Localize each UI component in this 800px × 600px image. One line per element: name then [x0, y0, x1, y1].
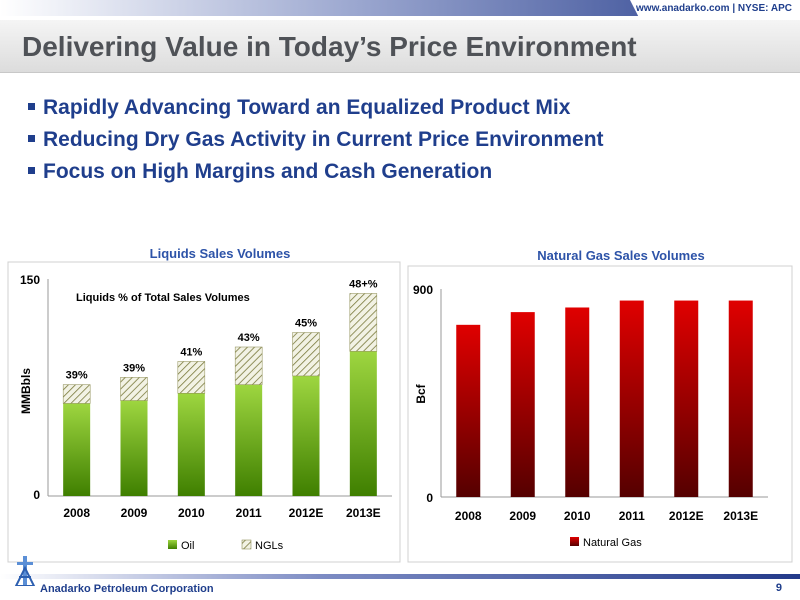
- liquids-bars: [62, 293, 378, 496]
- ngl-bar: [292, 332, 320, 377]
- bullet-list: Rapidly Advancing Toward an Equalized Pr…: [28, 92, 604, 188]
- ngl-bar: [349, 293, 378, 352]
- gas-x-tick-label: 2010: [564, 509, 591, 523]
- liquids-x-tick-label: 2013E: [346, 506, 381, 520]
- bullet-text: Rapidly Advancing Toward an Equalized Pr…: [43, 96, 571, 119]
- gas-x-tick-label: 2008: [455, 509, 482, 523]
- bullet-text: Reducing Dry Gas Activity in Current Pri…: [43, 128, 604, 151]
- liquids-y-tick-min: 0: [33, 488, 40, 502]
- bullet-item: Reducing Dry Gas Activity in Current Pri…: [28, 124, 604, 156]
- liquids-pct-label: 43%: [238, 332, 260, 344]
- bullet-square-icon: [28, 102, 35, 110]
- gas-chart: Natural Gas Sales Volumes Bcf 900 0 2008…: [407, 248, 793, 563]
- liquids-data-labels: 39% 39% 41% 43% 45% 48+%: [66, 278, 378, 381]
- legend-oil-label: Oil: [181, 540, 194, 552]
- gas-y-axis-label: Bcf: [414, 383, 428, 403]
- gas-x-tick-label: 2011: [619, 509, 645, 523]
- oil-bar: [292, 375, 320, 496]
- liquids-x-tick-labels: 2008 2009 2010 2011 2012E 2013E: [63, 506, 380, 520]
- gas-bar: [728, 300, 753, 497]
- liquids-x-tick-label: 2010: [178, 506, 205, 520]
- liquids-x-tick-label: 2008: [63, 506, 90, 520]
- oil-bar: [349, 351, 377, 496]
- gas-bar: [674, 300, 699, 497]
- gas-bar: [510, 312, 535, 497]
- liquids-pct-label: 39%: [66, 370, 88, 382]
- title-band: [0, 20, 800, 73]
- gas-bars: [456, 300, 753, 497]
- liquids-x-tick-label: 2011: [236, 506, 262, 520]
- bullet-text: Focus on High Margins and Cash Generatio…: [43, 160, 493, 183]
- slide-title: Delivering Value in Today’s Price Enviro…: [22, 31, 637, 62]
- legend-gas-swatch: [570, 537, 579, 546]
- gas-y-tick-max: 900: [413, 283, 433, 297]
- gas-bar: [456, 324, 481, 497]
- gas-y-tick-min: 0: [426, 491, 433, 505]
- liquids-chart: Liquids Sales Volumes Liquids % of Total…: [7, 246, 401, 563]
- bullet-square-icon: [28, 134, 35, 142]
- ngl-bar: [62, 384, 91, 404]
- oil-bar: [63, 403, 91, 496]
- gas-x-tick-label: 2013E: [723, 509, 758, 523]
- ngl-bar: [234, 346, 263, 385]
- bullet-square-icon: [28, 166, 35, 174]
- company-name: Anadarko Petroleum Corporation: [40, 583, 214, 595]
- legend-ngl-label: NGLs: [255, 540, 284, 552]
- liquids-chart-title: Liquids Sales Volumes: [150, 246, 291, 261]
- liquids-legend: Oil NGLs: [168, 539, 284, 552]
- ngl-bar: [120, 377, 148, 401]
- gas-chart-title: Natural Gas Sales Volumes: [537, 248, 704, 263]
- liquids-y-axis-label: MMBbls: [19, 368, 33, 414]
- liquids-x-tick-label: 2012E: [289, 506, 324, 520]
- page-number: 9: [775, 582, 782, 594]
- liquids-x-tick-label: 2009: [121, 506, 148, 520]
- liquids-pct-note: Liquids % of Total Sales Volumes: [76, 292, 250, 304]
- oil-bar: [235, 384, 263, 496]
- anadarko-logo-icon: [14, 556, 36, 586]
- header-url[interactable]: www.anadarko.com | NYSE: APC: [636, 3, 792, 14]
- bullet-item: Focus on High Margins and Cash Generatio…: [28, 156, 604, 188]
- legend-oil-swatch: [168, 540, 177, 549]
- gas-legend: Natural Gas: [570, 537, 642, 549]
- gas-bar: [565, 307, 590, 497]
- liquids-pct-label: 39%: [123, 362, 145, 374]
- oil-bar: [120, 400, 148, 496]
- bullet-item: Rapidly Advancing Toward an Equalized Pr…: [28, 92, 604, 124]
- ngl-bar: [177, 361, 206, 394]
- footer-stripe: [0, 574, 800, 579]
- liquids-pct-label: 48+%: [349, 278, 378, 290]
- gas-x-tick-label: 2009: [509, 509, 536, 523]
- liquids-pct-label: 41%: [180, 346, 202, 358]
- liquids-pct-label: 45%: [295, 318, 317, 330]
- legend-gas-label: Natural Gas: [583, 537, 642, 549]
- liquids-y-tick-max: 150: [20, 273, 40, 287]
- gas-bar: [619, 300, 644, 497]
- legend-ngl-swatch: [241, 539, 252, 550]
- oil-bar: [177, 393, 205, 496]
- gas-x-tick-label: 2012E: [669, 509, 704, 523]
- header-url-tab: www.anadarko.com | NYSE: APC: [630, 0, 800, 20]
- header-stripe: [0, 0, 800, 16]
- gas-x-tick-labels: 2008 2009 2010 2011 2012E 2013E: [455, 509, 758, 523]
